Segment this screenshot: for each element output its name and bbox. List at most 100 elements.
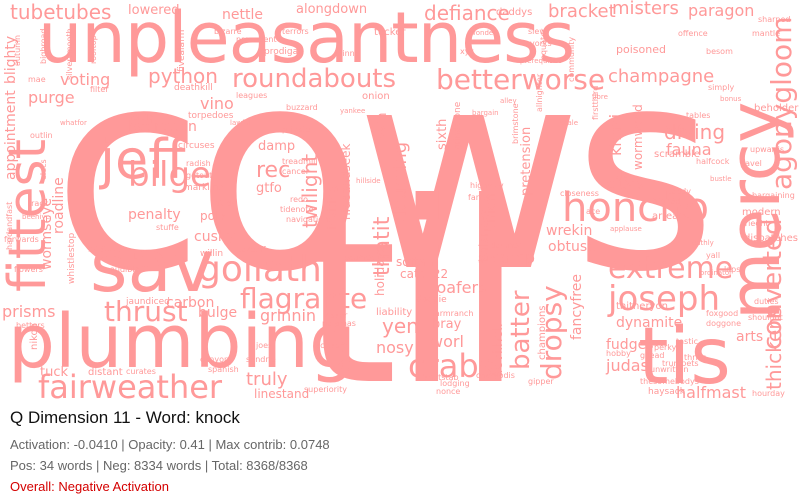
word-takeoff: takeoff xyxy=(238,245,266,254)
word-penalty: penalty xyxy=(128,207,181,223)
word-slew: slew xyxy=(528,27,546,36)
word-closeness: closeness xyxy=(560,189,599,198)
word-vain: vain xyxy=(375,112,390,140)
word-betterworse: betterworse xyxy=(436,63,606,96)
word-ace: ace xyxy=(586,207,601,216)
word-judas: judas xyxy=(606,356,649,375)
word-paragon: paragon xyxy=(688,1,755,20)
word-yall: yall xyxy=(706,251,721,260)
word-daddys: daddys xyxy=(496,7,533,18)
word-allnighter: allnighter xyxy=(535,73,544,112)
word-redo: redo xyxy=(290,195,309,204)
word-jaundiced: jaundiced xyxy=(126,297,170,307)
word-balances: balances xyxy=(477,208,491,263)
word-linestand: linestand xyxy=(254,387,310,400)
word-scissors: scissors xyxy=(316,341,348,350)
word-bustle: bustle xyxy=(710,175,732,183)
word-fudges: fudges xyxy=(606,337,654,353)
word-rooftop: rooftop xyxy=(89,35,98,64)
word-pretension: pretension xyxy=(519,126,534,196)
word-alley: alley xyxy=(500,97,517,105)
word-modern: modern xyxy=(742,207,781,218)
word-badrotten: badrotten xyxy=(128,119,197,135)
word-forwards: forwards xyxy=(4,235,39,244)
word-prodigal: prodigal xyxy=(264,47,301,57)
word-cows: cows xyxy=(52,9,717,333)
word-outlin: outlin xyxy=(30,131,53,140)
word-foxgood: foxgood xyxy=(706,309,739,318)
word-betters: betters xyxy=(16,321,45,330)
word-doubting: doubting xyxy=(390,141,411,222)
word-hillside: hillside xyxy=(356,177,381,185)
word-nosy: nosy xyxy=(376,338,414,357)
word-tables: tables xyxy=(686,111,711,120)
word-joes: joes xyxy=(256,341,273,350)
word-arts: arts xyxy=(736,329,764,345)
word-sixth: sixth xyxy=(435,118,450,150)
word-jeff: jeff xyxy=(100,128,186,191)
word-yankee: yankee xyxy=(340,107,366,115)
word-cancer: cancer xyxy=(282,167,309,176)
word-thrust: thrust xyxy=(104,295,188,328)
word-alongdown: alongdown xyxy=(296,2,368,17)
panel-title: Q Dimension 11 - Word: knock xyxy=(10,408,240,427)
word-halfmast: halfmast xyxy=(676,383,747,401)
word-highway: highway xyxy=(470,181,504,190)
word-thitheryon: thitheryon xyxy=(616,301,668,312)
word-shotstab: shotstab xyxy=(424,373,459,382)
overall-status: Overall: Negative Activation xyxy=(10,479,169,494)
word-distant: distant xyxy=(88,367,123,378)
word-roundabouts: roundabouts xyxy=(232,64,397,94)
word-courses: courses xyxy=(344,253,375,262)
word-goliath: goliath xyxy=(198,249,322,290)
word-hideandseek: hideandseek xyxy=(339,143,353,220)
word-wormseye: wormseye xyxy=(39,198,55,270)
word-private: private xyxy=(282,125,311,134)
word-liability: liability xyxy=(376,307,413,318)
word-gilead: gilead xyxy=(640,351,665,360)
word-champagne: champagne xyxy=(608,66,715,87)
word-fertile: fertile xyxy=(130,113,154,122)
word-charybdis: charybdis xyxy=(476,371,515,380)
word-diving: diving xyxy=(664,120,726,144)
word-tucker: tucker xyxy=(374,27,406,38)
word-trumpets: trumpets xyxy=(662,359,699,368)
word-thrills: thrills xyxy=(684,353,707,362)
word-damned: damned xyxy=(490,241,523,250)
word-sharped: sharped xyxy=(758,15,791,24)
word-circuses: circuses xyxy=(178,141,215,151)
stats-activation: Activation: -0.0410 | Opacity: 0.41 | Ma… xyxy=(10,437,330,452)
word-superiority: superiority xyxy=(304,385,348,394)
word-deathkill: deathkill xyxy=(174,83,213,93)
word-citys: citys xyxy=(606,174,644,193)
word-scramble: scramble xyxy=(654,149,700,160)
word-haysack: haysack xyxy=(648,387,685,397)
word-applause: applause xyxy=(610,225,642,233)
word-mae: mae xyxy=(28,75,46,84)
word-obtuse: obtuse xyxy=(548,239,596,255)
word-leagues: leagues xyxy=(236,91,268,100)
word-bargaining: bargaining xyxy=(752,191,795,200)
stats-counts: Pos: 34 words | Neg: 8334 words | Total:… xyxy=(10,458,308,473)
word-worl: worl xyxy=(430,332,464,351)
word-softan: softan xyxy=(396,255,434,269)
info-panel: Q Dimension 11 - Word: knock Activation:… xyxy=(10,408,790,494)
word-perky: perky xyxy=(654,343,677,352)
word-dispatches: dispatches xyxy=(744,233,798,244)
word-ale: ale xyxy=(616,171,629,180)
word-doggie: doggie xyxy=(416,295,447,305)
word-mantle: mantle xyxy=(752,29,781,38)
word-getout: getout xyxy=(186,171,213,180)
word-scale: scale xyxy=(560,119,579,127)
word-markline: markline xyxy=(184,183,224,193)
word-gavel: gavel xyxy=(740,159,762,168)
word-doggone: doggone xyxy=(706,319,742,328)
word-truly: truly xyxy=(246,369,288,390)
word-wrekin: wrekin xyxy=(546,223,593,239)
word-yen: yen xyxy=(382,314,419,338)
word-wonder: wonder xyxy=(470,29,497,37)
word-besom: besom xyxy=(706,47,733,56)
word-bulge: bulge xyxy=(198,305,238,321)
word-bigbroad: bigbroad xyxy=(39,28,48,64)
word-willin: willin xyxy=(200,249,224,259)
